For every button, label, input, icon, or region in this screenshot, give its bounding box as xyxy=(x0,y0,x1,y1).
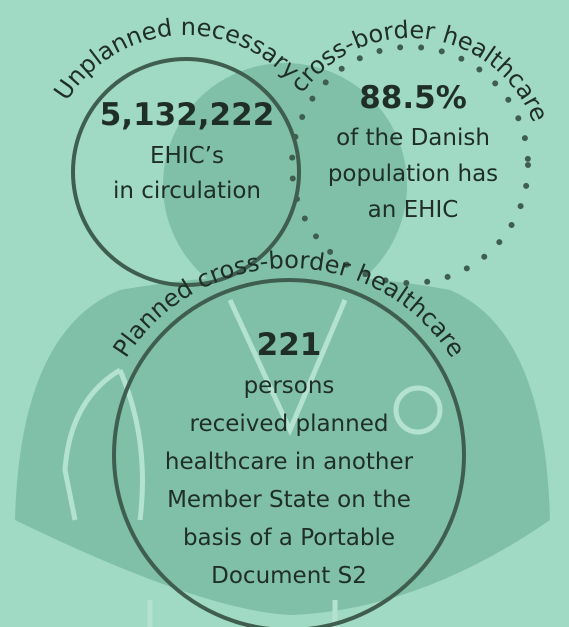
planned-text: persons xyxy=(244,373,335,399)
page: Unplanned necessary cross-border healthc… xyxy=(0,0,569,627)
ehic-text: in circulation xyxy=(113,178,261,204)
ehic-count: 5,132,222 xyxy=(100,97,275,133)
share-text: of the Danish xyxy=(336,125,490,151)
share-text: population has xyxy=(328,161,498,187)
share-value: 88.5% xyxy=(359,80,467,116)
planned-text: healthcare in another xyxy=(165,449,414,475)
share-text: an EHIC xyxy=(368,197,459,223)
planned-count: 221 xyxy=(257,327,322,363)
planned-text: received planned xyxy=(190,411,389,437)
infographic: Unplanned necessary cross-border healthc… xyxy=(0,0,569,627)
planned-text: Document S2 xyxy=(211,563,367,589)
ehic-text: EHIC’s xyxy=(150,143,224,169)
planned-text: basis of a Portable xyxy=(183,525,395,551)
planned-text: Member State on the xyxy=(167,487,411,513)
